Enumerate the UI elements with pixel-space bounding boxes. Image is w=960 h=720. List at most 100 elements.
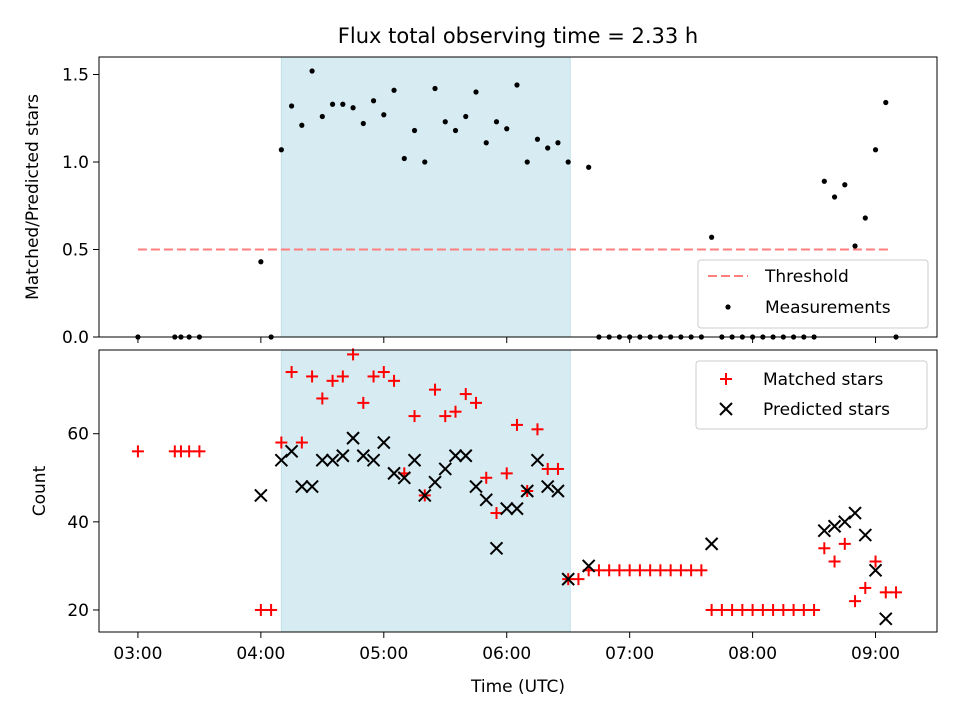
matched-star-point [469, 396, 482, 409]
bottom-y-ticks: 20 40 60 [67, 425, 99, 621]
predicted-star-point [817, 523, 832, 538]
matched-star-point [726, 603, 739, 616]
measurement-point [319, 113, 325, 120]
matched-star-point [357, 396, 370, 409]
matched-star-point [131, 445, 144, 458]
matched-star-point [695, 564, 708, 577]
matched-star-point [429, 383, 442, 396]
matched-star-point [326, 374, 339, 387]
predicted-star-point [581, 559, 596, 573]
matched-star-point [285, 366, 298, 379]
predicted-star-point [428, 475, 442, 489]
measurement-point [473, 89, 479, 95]
matched-star-point [767, 603, 780, 616]
measurement-point [545, 145, 551, 151]
matched-star-point [439, 410, 452, 423]
matched-star-point [685, 564, 698, 577]
matched-star-point [613, 564, 626, 577]
top-legend: Threshold Measurements [697, 259, 929, 329]
bottom-y-tick-label: 60 [67, 425, 89, 445]
matched-star-point [193, 445, 206, 458]
predicted-star-point [407, 453, 422, 467]
matched-star-point [859, 581, 872, 594]
x-tick-label: 06:00 [482, 644, 531, 664]
measurement-point [493, 119, 500, 125]
predicted-star-point [520, 484, 534, 498]
matched-star-point [777, 603, 790, 616]
legend-predicted-swatch [719, 402, 733, 416]
predicted-star-point [438, 462, 452, 476]
predicted-star-point [469, 479, 483, 494]
matched-star-point [254, 603, 267, 616]
measurement-point [842, 182, 848, 188]
top-y-ticks: 0.0 0.5 1.0 1.5 [62, 66, 99, 348]
predicted-star-point [397, 471, 411, 485]
predicted-star-point [377, 435, 391, 450]
predicted-star-point [387, 466, 401, 481]
bottom-y-tick-label: 20 [67, 601, 89, 621]
predicted-star-point [838, 515, 852, 529]
measurement-point [411, 127, 418, 134]
x-tick-label: 04:00 [236, 644, 285, 664]
measurement-point [709, 234, 715, 240]
predicted-star-point [704, 537, 719, 551]
x-tick-label: 07:00 [605, 644, 654, 664]
predicted-star-point [530, 453, 545, 467]
measurement-point [278, 147, 284, 153]
matched-star-point [787, 603, 800, 616]
bottom-panel: 20 40 60 03:00 04:00 05:00 06:00 07:00 08:00 09:… [30, 348, 938, 697]
matched-star-point [797, 603, 810, 616]
matched-star-point [449, 405, 462, 418]
chart-title: Flux total observing time = 2.33 h [338, 24, 698, 48]
measurement-point [504, 126, 510, 132]
matched-star-point [746, 603, 759, 616]
measurement-point [329, 101, 336, 107]
measurement-point [534, 136, 541, 142]
legend-matched-label: Matched stars [763, 370, 883, 390]
matched-star-point [869, 555, 882, 568]
matched-star-point [705, 603, 718, 616]
measurement-point [586, 164, 592, 170]
predicted-star-point [254, 488, 268, 503]
matched-star-point [336, 370, 349, 383]
top-y-tick-label: 1.5 [62, 66, 89, 86]
predicted-star-point [500, 501, 514, 516]
predicted-star-point [315, 453, 330, 467]
matched-star-point [500, 467, 513, 480]
matched-star-point [490, 507, 503, 520]
measurement-point [381, 112, 387, 118]
matched-star-point [623, 564, 636, 577]
x-tick-label: 08:00 [728, 644, 777, 664]
matched-star-point [275, 436, 288, 449]
predicted-star-point [459, 449, 473, 463]
x-tick-label: 05:00 [359, 644, 408, 664]
predicted-star-point [551, 484, 565, 498]
measurement-point [483, 140, 489, 146]
matched-star-point [654, 564, 667, 577]
measurement-point [821, 178, 827, 184]
matched-star-point [265, 603, 278, 616]
matched-star-point [756, 603, 769, 616]
matched-star-point [459, 388, 472, 401]
matched-star-point [183, 445, 196, 458]
predicted-star-point [346, 431, 360, 445]
matched-star-point [531, 423, 544, 436]
top-x-ticks [137, 337, 877, 343]
matched-star-point [572, 573, 585, 586]
matched-star-point [551, 462, 564, 475]
matched-star-point [295, 436, 308, 449]
matched-star-point [849, 595, 862, 608]
measurement-point [422, 159, 428, 165]
predicted-star-point [284, 444, 299, 459]
measurement-point [432, 85, 438, 92]
measurement-point [309, 68, 315, 74]
measurement-points [135, 68, 899, 340]
legend-threshold-label: Threshold [764, 267, 849, 287]
bottom-y-tick-label: 40 [67, 513, 89, 533]
legend-matched-swatch [720, 373, 732, 385]
matched-star-point [838, 537, 851, 550]
top-y-axis-label: Matched/Predicted stars [23, 94, 43, 300]
predicted-star-point [305, 479, 319, 494]
matched-star-point [674, 564, 687, 577]
